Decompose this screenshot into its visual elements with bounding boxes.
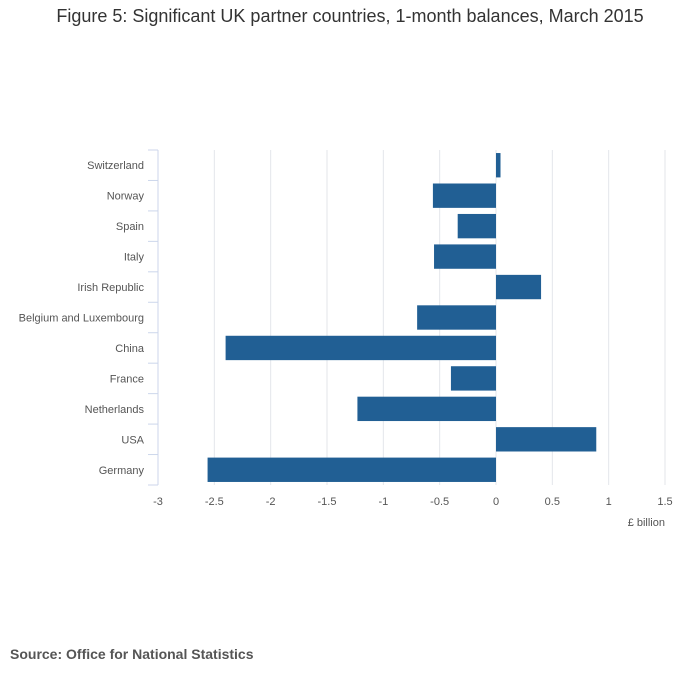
category-label: China [115,343,145,355]
x-tick-label: 0.5 [545,496,560,508]
bar-belgium-and-luxembourg[interactable] [417,305,496,330]
category-label: USA [121,434,144,446]
source-note: Source: Office for National Statistics [10,646,254,662]
bar-irish-republic[interactable] [496,274,542,300]
x-tick-label: -3 [153,496,163,508]
category-label: Italy [124,252,145,264]
x-tick-label: 1 [606,496,612,508]
bar-germany[interactable] [207,457,496,482]
x-tick-label: -0.5 [430,496,449,508]
category-label: Germany [99,465,145,477]
bar-spain[interactable] [457,213,496,239]
bar-norway[interactable] [432,183,496,208]
bar-china[interactable] [225,335,496,361]
x-tick-label: -2.5 [205,496,224,508]
category-label: Netherlands [85,404,145,416]
category-label: Irish Republic [77,282,144,294]
x-axis-title: £ billion [628,517,665,529]
category-label: France [110,373,144,385]
bar-italy[interactable] [434,244,496,269]
bar-netherlands[interactable] [357,396,496,422]
x-tick-label: 1.5 [657,496,672,508]
bar-usa[interactable] [496,427,597,452]
x-tick-label: 0 [493,496,499,508]
category-label: Spain [116,221,144,233]
bar-france[interactable] [450,366,496,391]
x-tick-label: -1.5 [318,496,337,508]
x-tick-label: -1 [378,496,388,508]
x-tick-label: -2 [266,496,276,508]
bars [207,153,597,482]
category-label: Norway [107,191,145,203]
category-label: Belgium and Luxembourg [19,313,144,325]
chart-title: Figure 5: Significant UK partner countri… [56,6,644,26]
axes: -3 -2.5 -2 -1.5 -1 -0.5 0 0.5 1 1.5 Switzerland Nor… [19,149,673,508]
bar-switzerland[interactable] [496,153,501,178]
category-label: Switzerland [87,160,144,172]
